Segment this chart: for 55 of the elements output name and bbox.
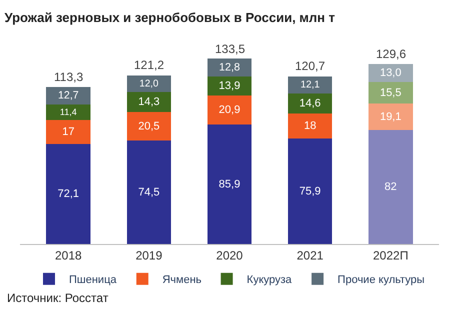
data-label: 12,7 <box>58 89 79 102</box>
bar <box>126 75 172 92</box>
bar <box>207 124 252 244</box>
total-label: 129,6 <box>376 47 406 61</box>
data-label: 20,5 <box>138 120 160 132</box>
bar <box>126 112 172 141</box>
bar <box>46 144 90 244</box>
data-label: 12,8 <box>219 61 240 74</box>
data-label: 19,1 <box>380 110 402 123</box>
data-label: 14,3 <box>138 96 160 108</box>
x-tick-label: 2018 <box>55 248 82 262</box>
data-label: 74,5 <box>138 186 160 198</box>
total-label: 120,7 <box>295 59 326 73</box>
data-label: 15,5 <box>380 86 402 99</box>
legend-label: Пшеница <box>69 274 118 286</box>
legend-label: Прочие культуры <box>338 274 425 286</box>
total-label: 121,2 <box>134 58 164 72</box>
text: Источник: Росстат <box>7 291 109 305</box>
data-label: 11,4 <box>60 106 77 117</box>
x-tick-label: 2019 <box>136 248 163 262</box>
data-label: 72,1 <box>58 188 80 200</box>
bar <box>207 96 252 125</box>
bar <box>288 138 332 244</box>
bar <box>46 104 90 120</box>
x-tick-label: 2022П <box>372 248 408 262</box>
bar <box>368 130 413 244</box>
data-label: 12,0 <box>139 78 159 90</box>
data-label: 14,6 <box>299 97 321 110</box>
x-tick-label: 2020 <box>216 248 244 262</box>
data-label: 85,9 <box>218 178 240 190</box>
bar <box>288 114 332 139</box>
bar <box>368 104 413 130</box>
x-tick-label: 2021 <box>296 248 324 262</box>
data-label: 17 <box>62 126 74 138</box>
bar <box>46 120 90 144</box>
bar <box>368 64 413 82</box>
data-label: 13,9 <box>218 80 240 92</box>
total-label: 133,5 <box>215 42 246 56</box>
legend-label: Кукуруза <box>246 274 293 286</box>
bar <box>368 82 413 104</box>
data-label: 12,1 <box>300 80 320 91</box>
legend-label: Ячмень <box>162 274 202 286</box>
data-label: 75,9 <box>299 185 321 198</box>
bar <box>288 76 332 94</box>
bar <box>207 58 252 76</box>
bar <box>288 93 332 114</box>
data-label: 13,0 <box>380 66 402 79</box>
chart-title: Урожай зерновых и зернобобовых в России, млн т <box>4 10 336 26</box>
total-label: 113,3 <box>54 70 84 84</box>
bar <box>126 140 172 244</box>
bar <box>46 86 90 104</box>
data-label: 82 <box>384 181 397 194</box>
data-label: 18 <box>304 120 316 132</box>
bar <box>126 92 172 112</box>
data-label: 20,9 <box>218 104 240 116</box>
